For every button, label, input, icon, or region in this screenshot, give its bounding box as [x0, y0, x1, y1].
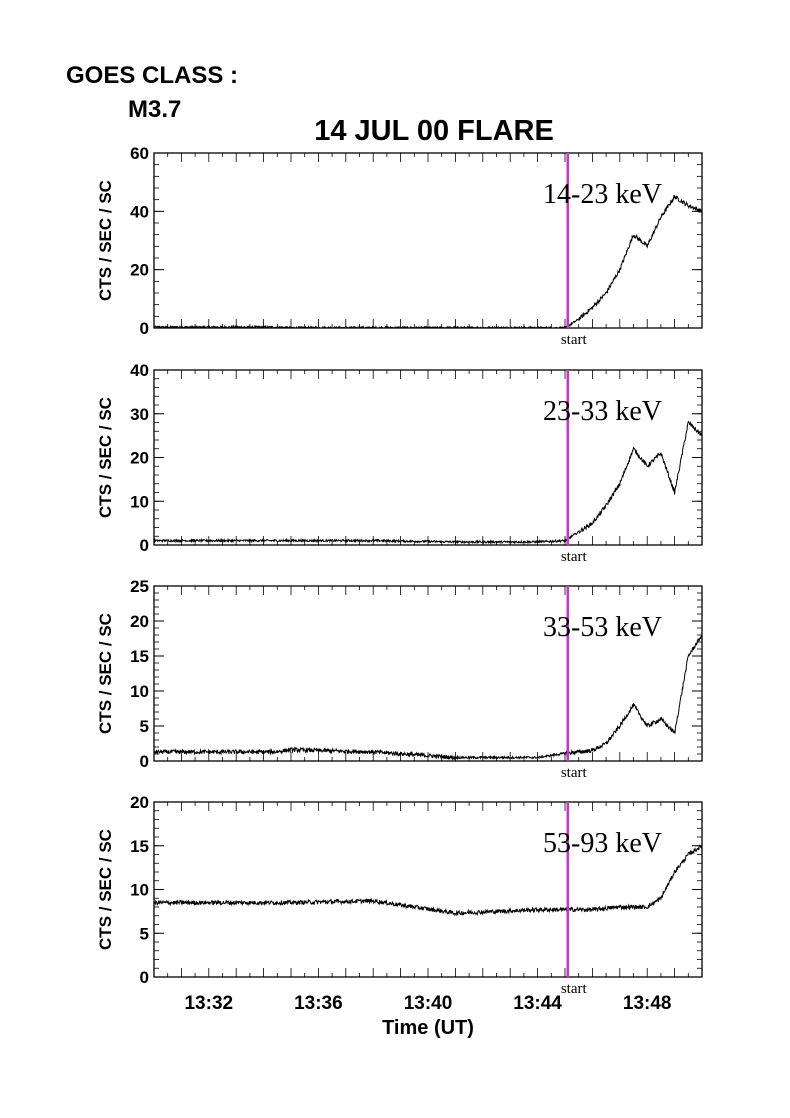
y-tick-label: 40: [130, 361, 149, 380]
data-series-line: [154, 844, 702, 917]
y-tick-label: 10: [130, 682, 149, 701]
y-tick-label: 0: [140, 319, 149, 338]
y-tick-label: 20: [130, 449, 149, 468]
start-marker-label: start: [561, 549, 588, 565]
y-tick-label: 20: [130, 793, 149, 812]
x-axis-label: Time (UT): [382, 1017, 474, 1039]
data-series-line: [154, 194, 702, 328]
y-tick-label: 20: [130, 261, 149, 280]
data-series-line: [154, 421, 702, 545]
y-tick-label: 10: [130, 881, 149, 900]
goes-class-value: M3.7: [128, 96, 182, 123]
y-axis-label: CTS / SEC / SC: [96, 613, 115, 734]
energy-band-label: 33-53 keV: [543, 612, 662, 643]
goes-class-label: GOES CLASS :: [66, 62, 239, 89]
y-tick-label: 30: [130, 405, 149, 424]
energy-band-label: 23-33 keV: [543, 396, 662, 427]
y-tick-label: 25: [130, 577, 149, 596]
chart-title: 14 JUL 00 FLARE: [314, 115, 554, 147]
y-axis-label: CTS / SEC / SC: [96, 397, 115, 518]
x-tick-label: 13:48: [623, 993, 672, 1014]
y-tick-label: 15: [130, 647, 149, 666]
y-axis-label: CTS / SEC / SC: [96, 180, 115, 301]
x-tick-label: 13:32: [184, 993, 233, 1014]
panel-4: 0 5 10 15 20 CTS / SEC / SC start 53-93 keV: [96, 793, 703, 997]
y-tick-label: 0: [140, 752, 149, 771]
panel-1: 0 20 40 60 CTS / SEC / SC start 14-23 keV: [96, 144, 703, 348]
y-tick-label: 0: [140, 968, 149, 987]
start-marker-label: start: [561, 765, 588, 781]
y-tick-label: 10: [130, 492, 149, 511]
energy-band-label: 53-93 keV: [543, 828, 662, 859]
y-axis-label: CTS / SEC / SC: [96, 829, 115, 950]
start-marker-label: start: [561, 981, 588, 997]
data-series-line: [154, 634, 702, 761]
panel-3: 0 5 10 15 20 25 CTS / SEC / SC start 33-53 keV: [96, 577, 703, 781]
energy-band-label: 14-23 keV: [543, 179, 662, 210]
y-tick-label: 5: [140, 924, 149, 943]
panel-2: 0 10 20 30 40 CTS / SEC / SC start 23-33 keV: [96, 361, 703, 565]
x-tick-label: 13:40: [404, 993, 453, 1014]
y-tick-label: 60: [130, 144, 149, 163]
y-tick-label: 20: [130, 612, 149, 631]
x-tick-label: 13:36: [294, 993, 343, 1014]
y-tick-label: 5: [140, 717, 149, 736]
y-tick-label: 0: [140, 536, 149, 555]
panels: 0 20 40 60 CTS / SEC / SC start 14-23 keV 0 10 20…: [96, 144, 703, 997]
start-marker-label: start: [561, 332, 588, 348]
y-tick-label: 15: [130, 837, 149, 856]
x-axis: 13:32 13:36 13:40 13:44 13:48 Time (UT): [184, 993, 671, 1039]
x-tick-label: 13:44: [513, 993, 562, 1014]
y-tick-label: 40: [130, 202, 149, 221]
